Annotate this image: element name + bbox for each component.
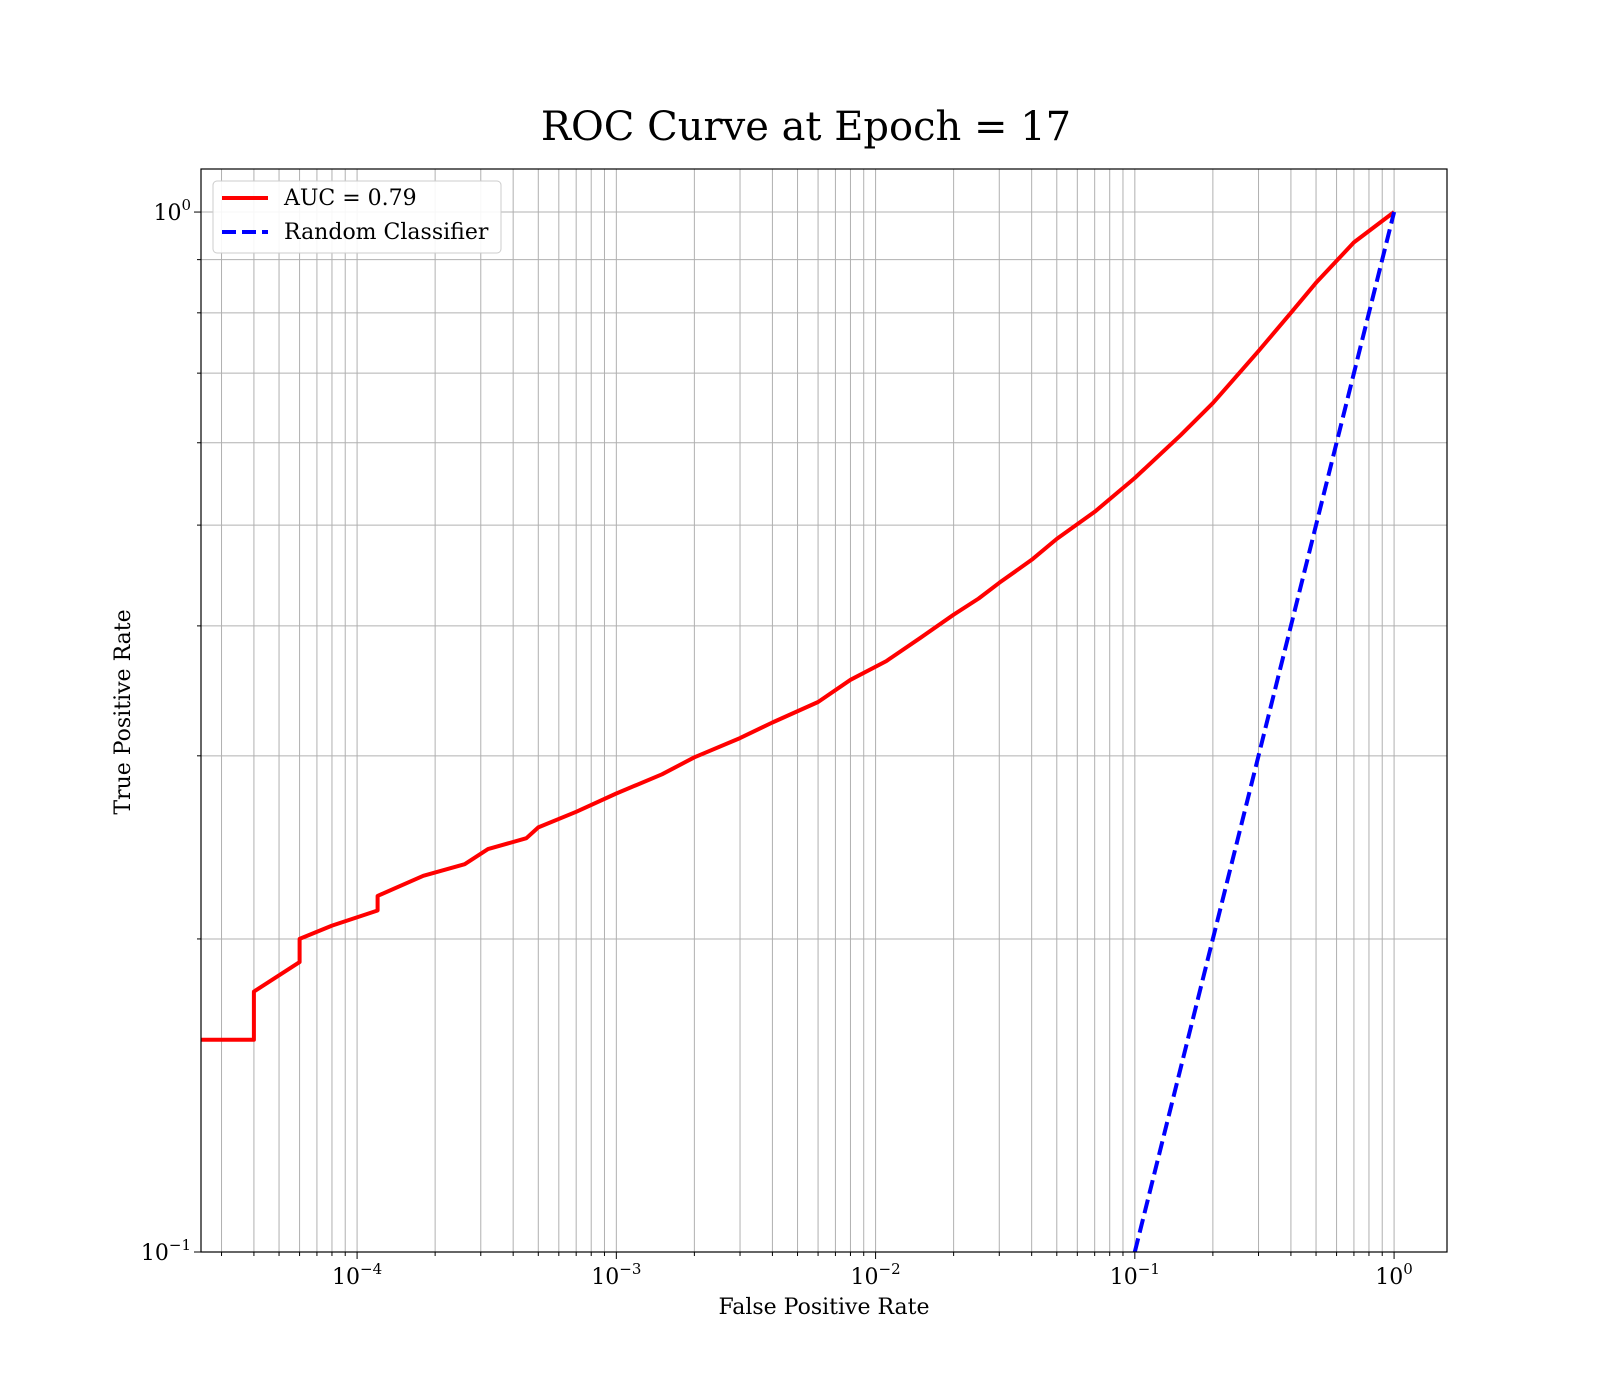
x-tick-label: 10−4 (332, 1260, 382, 1290)
random-classifier-line (1132, 211, 1397, 1253)
plot-frame (200, 168, 1448, 1253)
series-layer (201, 210, 1397, 1253)
legend-box (212, 180, 502, 254)
legend: AUC = 0.79 Random Classifier (212, 180, 502, 254)
legend-label-random: Random Classifier (284, 220, 489, 245)
x-tick-label: 10−1 (1110, 1260, 1160, 1290)
roc-curve-line (201, 210, 1396, 1042)
x-axis-label: False Positive Rate (718, 1295, 929, 1320)
y-axis-label: True Positive Rate (111, 609, 136, 814)
axis-ticks: 10−4 10−3 10−2 10−1 100 10−1 100 (141, 196, 1413, 1290)
x-tick-label: 10−2 (851, 1260, 901, 1290)
grid-lines (201, 169, 1447, 1253)
x-tick-label: 100 (1375, 1260, 1413, 1290)
y-tick-label: 100 (153, 196, 191, 226)
chart-title: ROC Curve at Epoch = 17 (541, 104, 1071, 150)
y-tick-label: 10−1 (141, 1236, 191, 1266)
legend-label-auc: AUC = 0.79 (283, 186, 417, 211)
x-tick-label: 10−3 (591, 1260, 641, 1290)
